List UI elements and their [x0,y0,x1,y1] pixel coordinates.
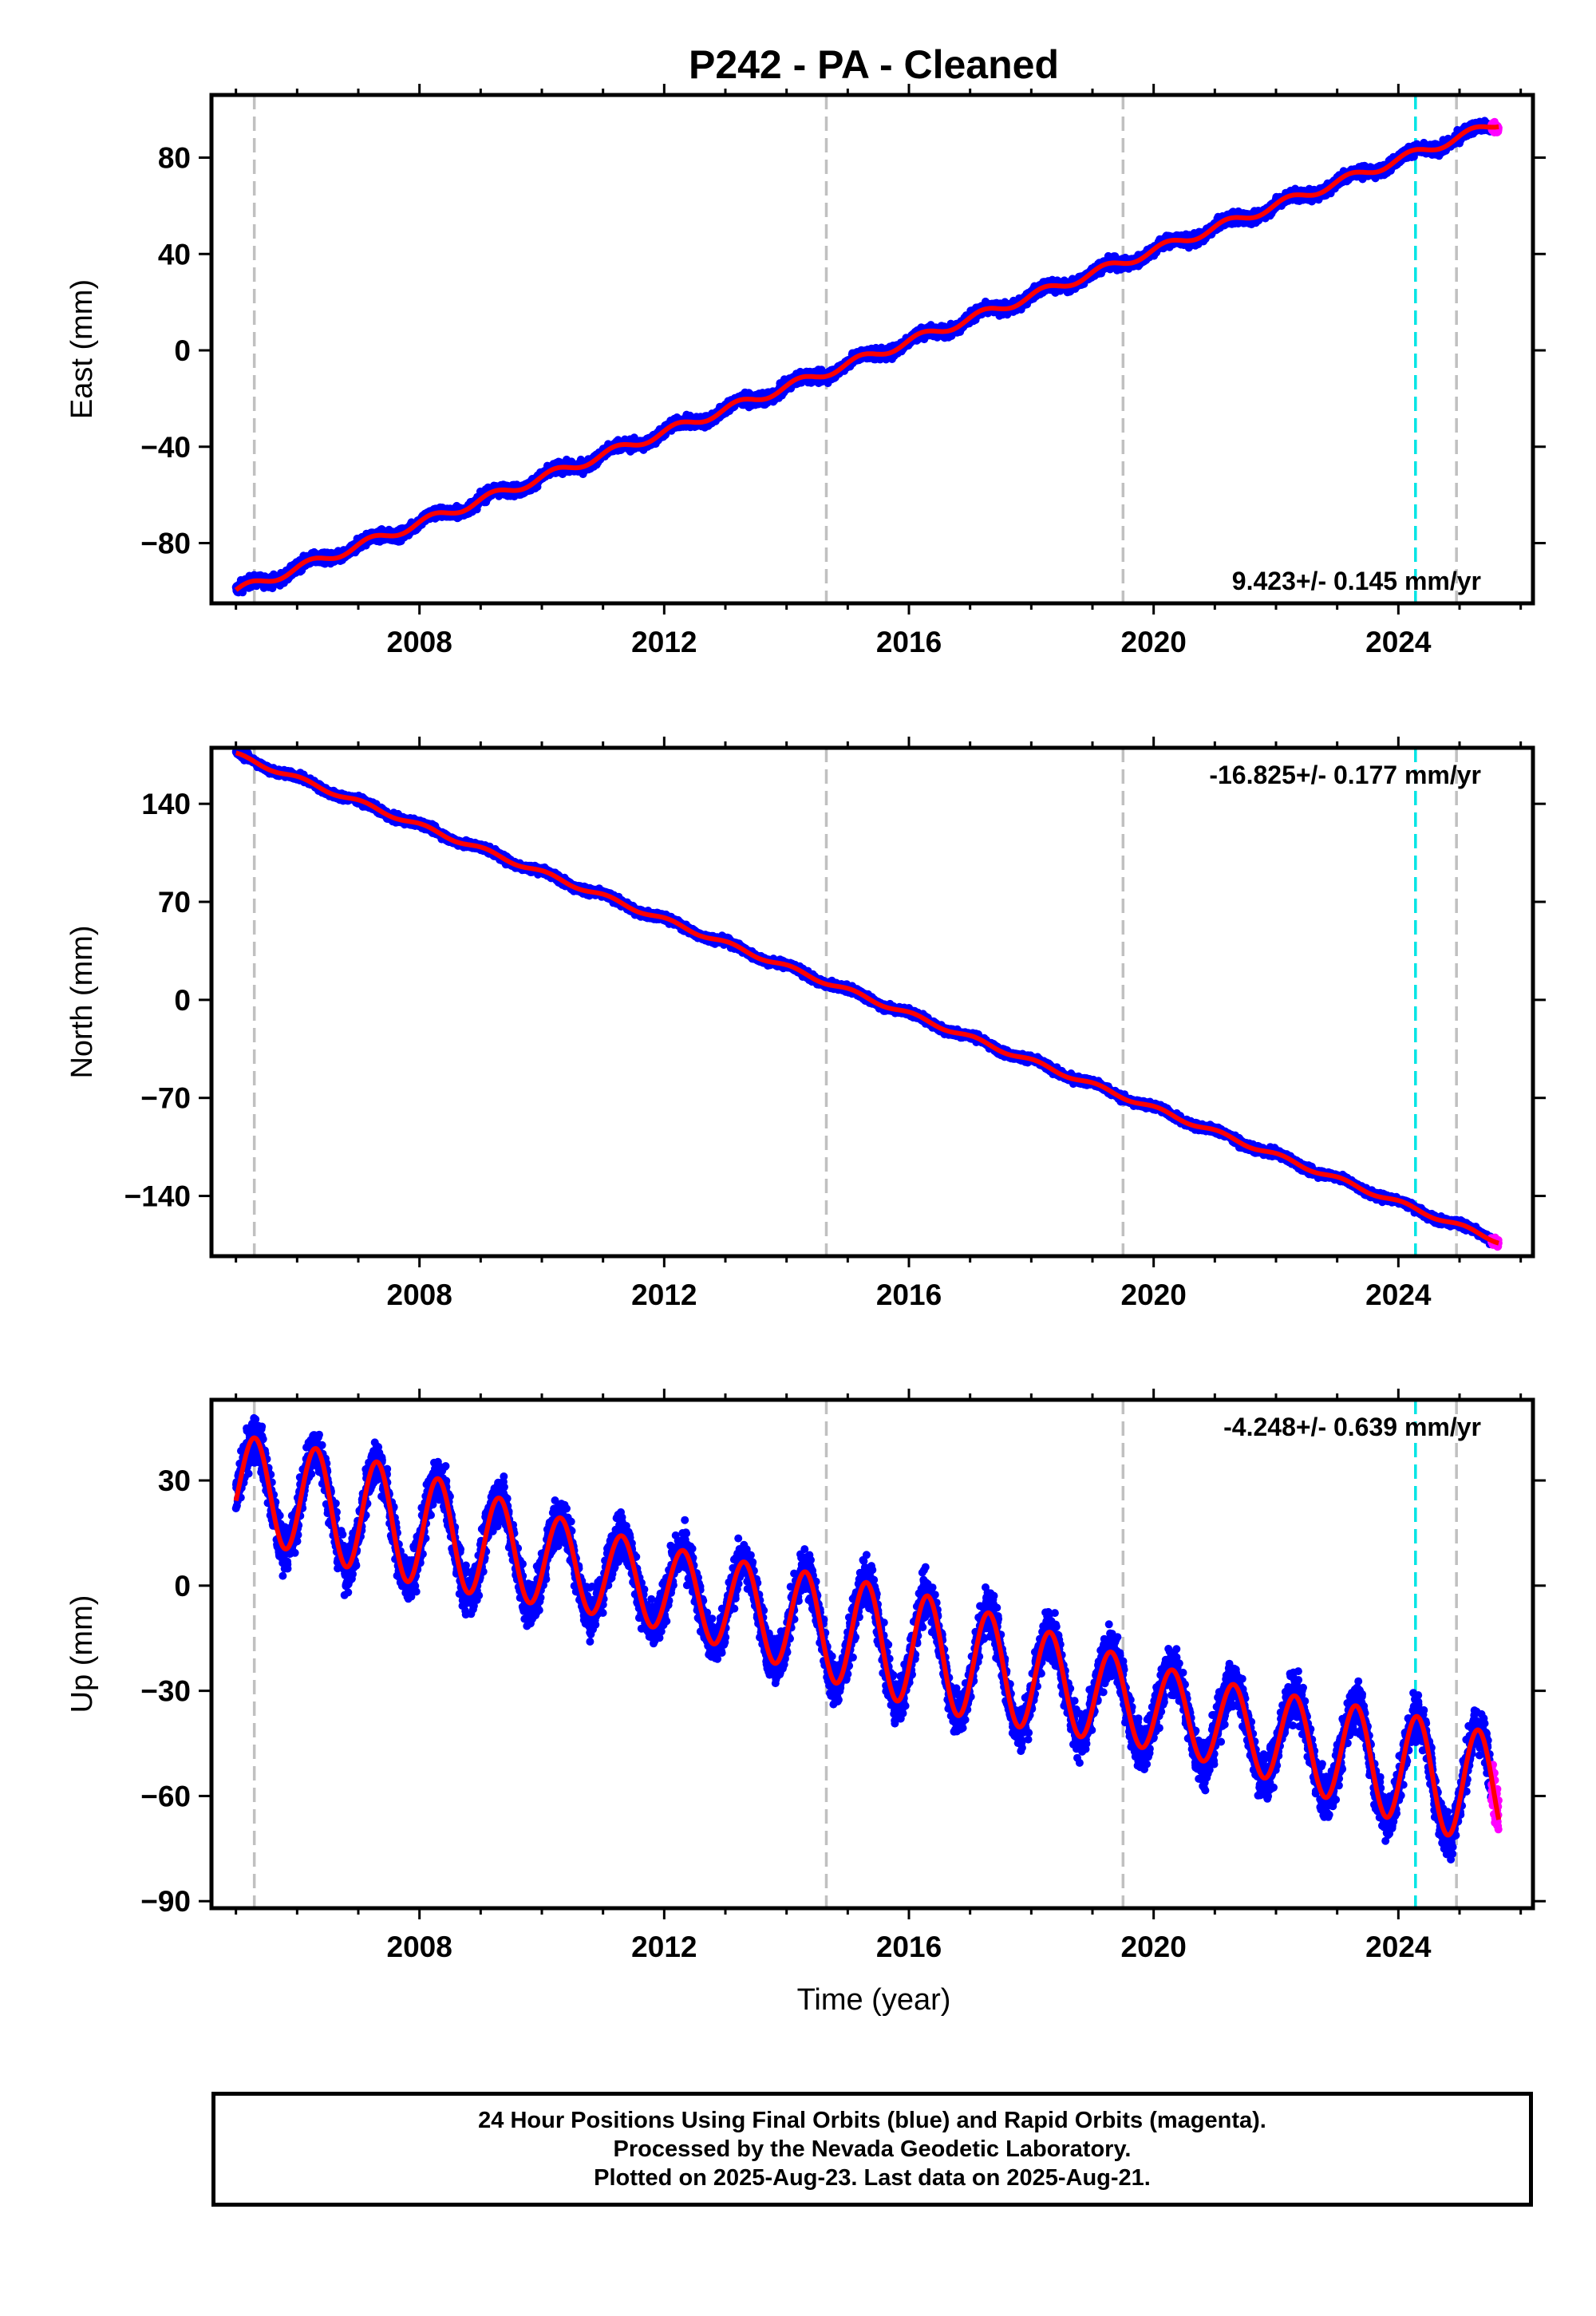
chart-title: P242 - PA - Cleaned [689,42,1059,87]
